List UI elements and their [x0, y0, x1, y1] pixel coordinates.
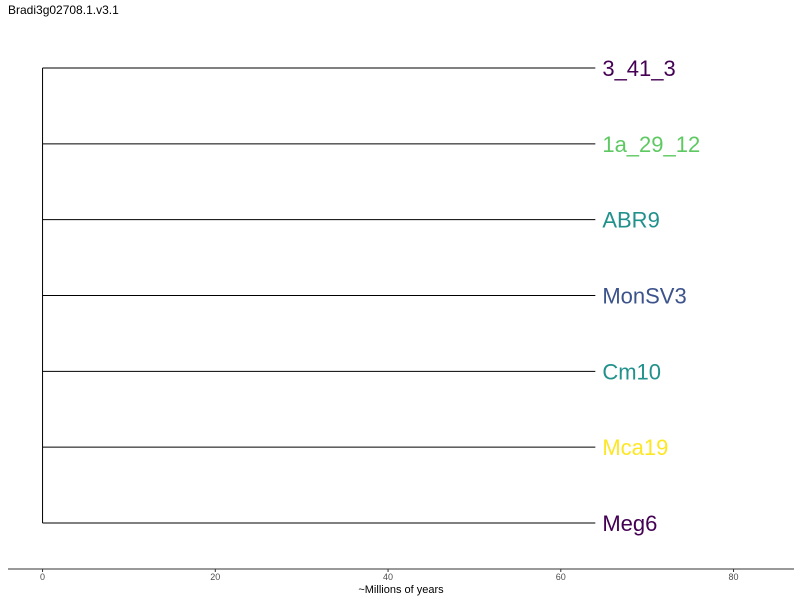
x-tick-label: 40	[383, 572, 393, 582]
x-axis: 0 20 40 60 80 ~Millions of years	[8, 568, 794, 596]
x-axis-ticks: 0 20 40 60 80	[40, 569, 739, 582]
tip-label: 3_41_3	[602, 56, 675, 81]
tip-label: Mca19	[602, 435, 668, 460]
x-tick-label: 60	[556, 572, 566, 582]
tip-label: 1a_29_12	[602, 132, 700, 157]
tree-branches	[42, 67, 596, 524]
tip-labels: 3_41_3 1a_29_12 ABR9 MonSV3 Cm10 Mca19 Meg6	[602, 56, 700, 536]
tip-label: Cm10	[602, 359, 661, 384]
x-tick-label: 80	[729, 572, 739, 582]
x-axis-title: ~Millions of years	[358, 584, 444, 596]
x-tick-label: 20	[210, 572, 220, 582]
tip-label: MonSV3	[602, 284, 686, 309]
x-tick-label: 0	[40, 572, 45, 582]
page-title: Bradi3g02708.1.v3.1	[8, 3, 119, 17]
tip-label: ABR9	[602, 208, 659, 233]
tip-label: Meg6	[602, 511, 657, 536]
